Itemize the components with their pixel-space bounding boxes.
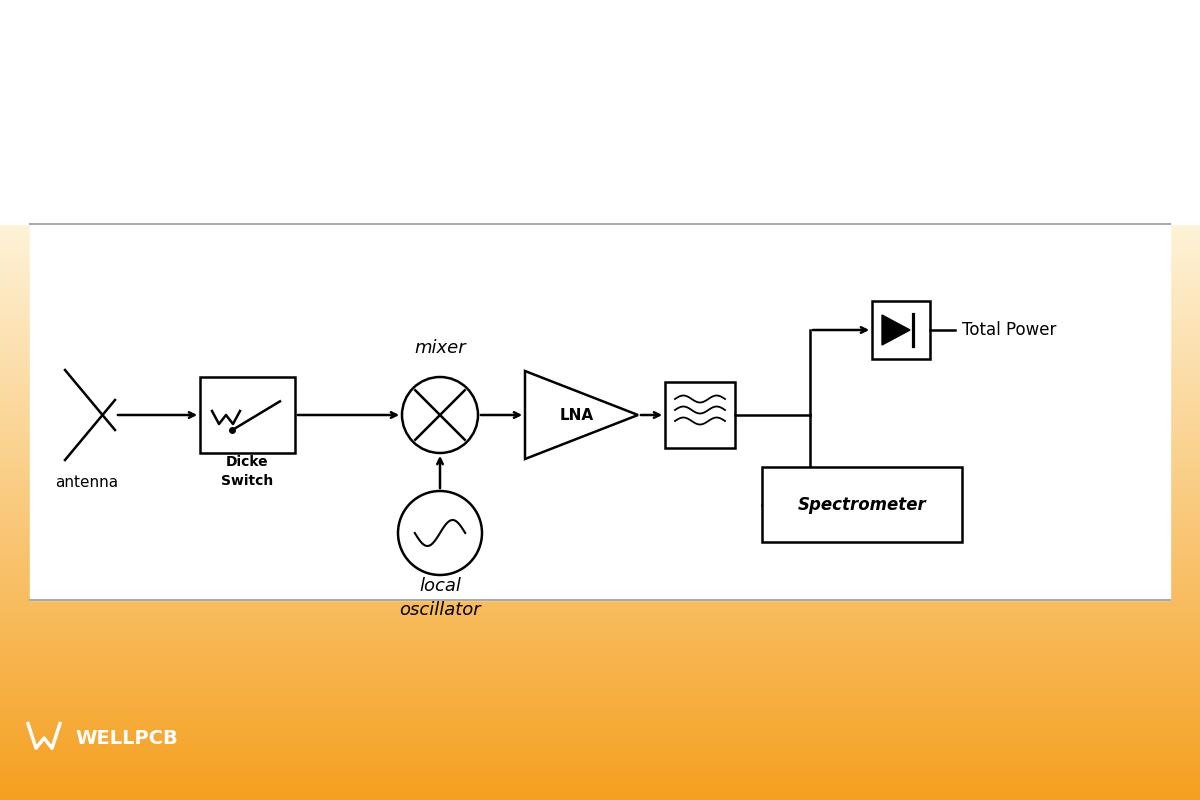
Polygon shape <box>526 371 638 459</box>
Text: antenna: antenna <box>55 475 118 490</box>
Bar <box>30 224 1170 600</box>
Circle shape <box>402 377 478 453</box>
Bar <box>665 382 734 448</box>
Text: Dicke: Dicke <box>226 455 269 469</box>
Bar <box>200 377 295 453</box>
Circle shape <box>398 491 482 575</box>
Bar <box>762 467 962 542</box>
Text: mixer: mixer <box>414 339 466 357</box>
Text: Total Power: Total Power <box>962 321 1056 339</box>
Bar <box>0 0 1200 224</box>
Text: oscillator: oscillator <box>400 601 481 619</box>
Bar <box>872 301 930 359</box>
Text: local: local <box>419 577 461 595</box>
Text: Switch: Switch <box>221 474 274 488</box>
Text: LNA: LNA <box>559 407 594 422</box>
Text: WELLPCB: WELLPCB <box>76 729 178 747</box>
Polygon shape <box>882 315 910 345</box>
Text: Spectrometer: Spectrometer <box>798 495 926 514</box>
